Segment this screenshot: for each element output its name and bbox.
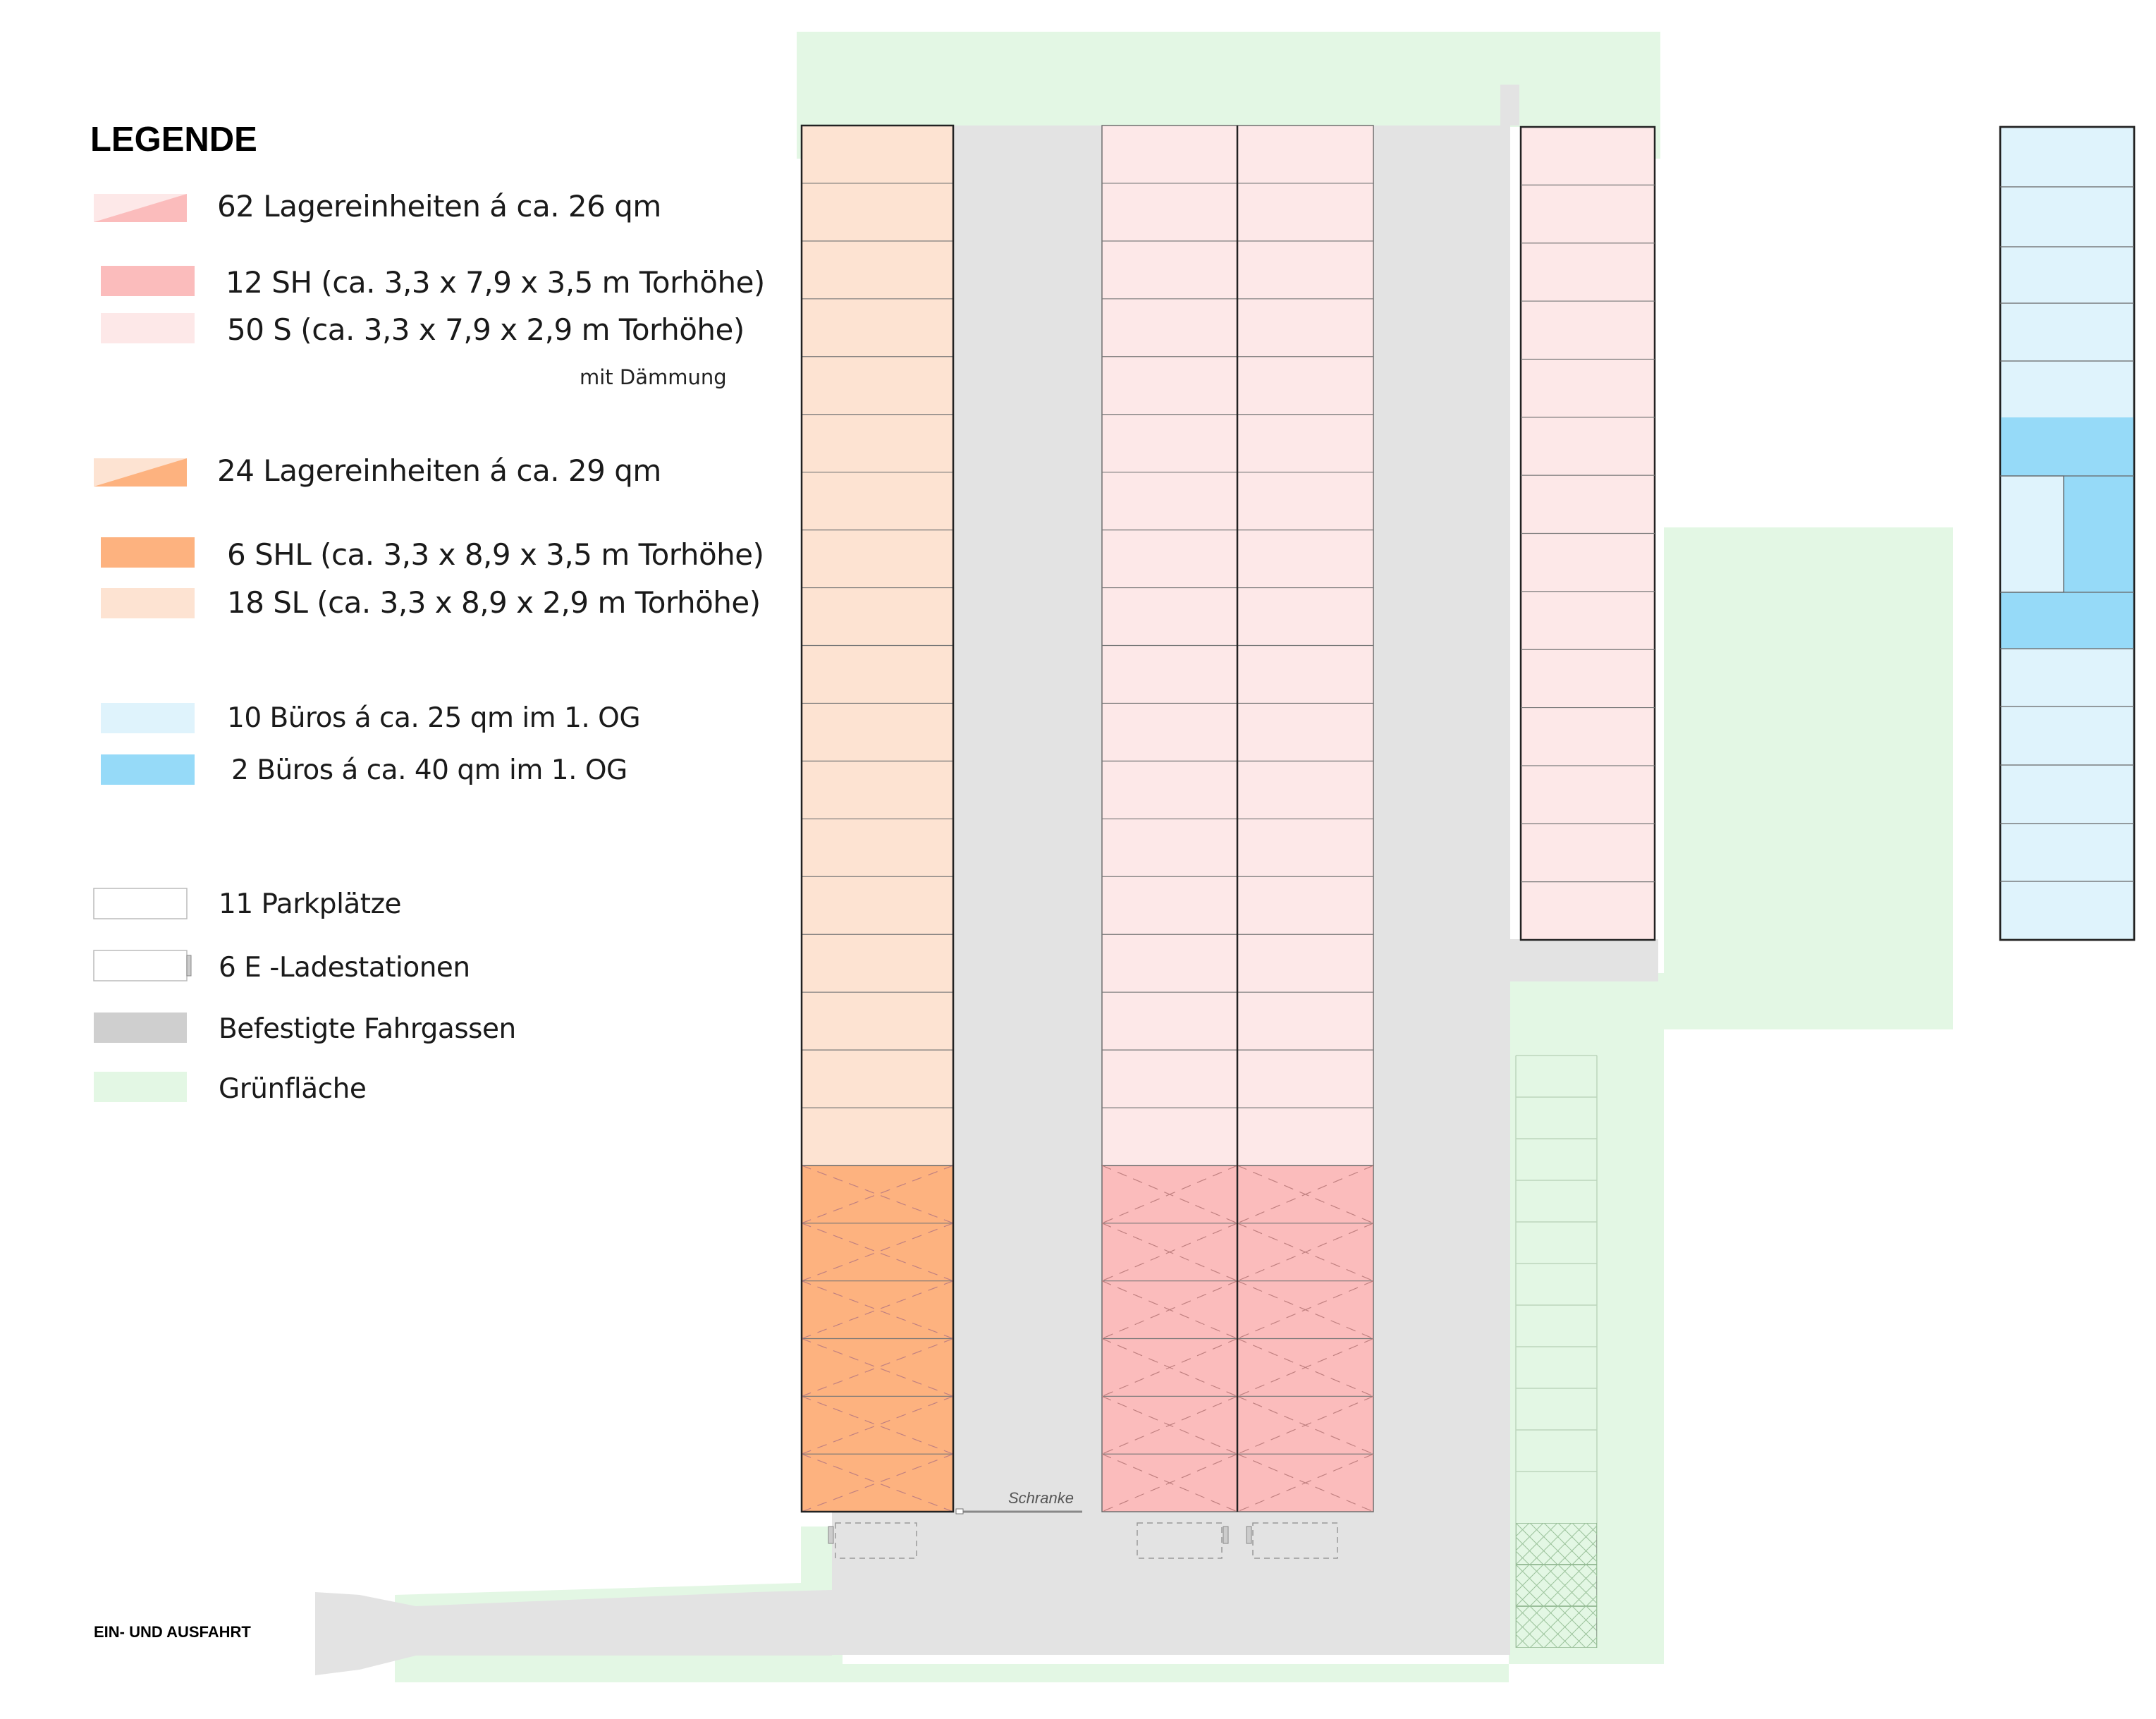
left-unit-dividers [801,183,954,1512]
legend-title: LEGENDE [90,121,257,159]
legend-offices-small: 10 Büros á ca. 25 qm im 1. OG [227,702,641,734]
charging-stations [828,1522,1338,1559]
ev-bay [1516,1605,1597,1648]
hatch-line [1572,1622,1597,1648]
unit-cross [1101,1395,1238,1455]
legend-offices-large: 2 Büros á ca. 40 qm im 1. OG [231,754,627,786]
barrier [955,1508,1082,1515]
hatch-line [1586,1553,1597,1565]
office-dividers [2000,186,2134,882]
parking-spaces [1515,1055,1598,1648]
legend-shl: 6 SHL (ca. 3,3 x 8,9 x 3,5 m Torhöhe) [227,537,764,572]
legend: LEGENDE 62 Lagereinheiten á ca. 26 qm 12… [0,0,776,1199]
unit-cross [1237,1165,1374,1224]
hatch-line [1586,1564,1597,1576]
unit-cross [1237,1395,1374,1455]
hatch-line [1586,1523,1597,1534]
ev-charging-bays [1516,1523,1597,1648]
unit-cross [1237,1280,1374,1340]
hatch-line [1586,1595,1597,1607]
legend-swatches [93,194,195,1102]
entrance-label: EIN- UND AUSFAHRT [94,1623,251,1641]
legend-charging: 6 E -Ladestationen [219,952,470,984]
legend-s: 50 S (ca. 3,3 x 7,9 x 2,9 m Torhöhe) [227,312,745,347]
legend-green: Grünfläche [219,1073,367,1105]
hatch-line [1586,1637,1597,1648]
hatch-line [1572,1539,1597,1565]
green-areas [395,32,1953,1682]
legend-sl: 18 SL (ca. 3,3 x 8,9 x 2,9 m Torhöhe) [227,585,761,620]
barrier-label: Schranke [1008,1489,1074,1507]
unit-cross [1237,1223,1374,1282]
right-unit-dividers [1521,184,1655,883]
hatch-line [1586,1605,1597,1617]
unit-cross [1101,1453,1238,1512]
legend-group-large: 24 Lagereinheiten á ca. 29 qm [217,453,661,488]
unit-cross [1101,1223,1238,1282]
unit-cross [1101,1338,1238,1397]
unit-cross [1101,1165,1238,1224]
unit-cross [1237,1338,1374,1397]
unit-cross [1101,1280,1238,1340]
paved-roads [315,85,1658,1675]
legend-group-small: 62 Lagereinheiten á ca. 26 qm [217,189,661,224]
legend-roads: Befestigte Fahrgassen [219,1013,516,1045]
legend-sh: 12 SH (ca. 3,3 x 7,9 x 3,5 m Torhöhe) [226,265,765,300]
legend-parking: 11 Parkplätze [219,888,402,920]
left-building-outline [800,124,955,1513]
legend-insulation-note: mit Dämmung [580,365,727,389]
hatch-line [1572,1581,1597,1607]
office-building [1999,126,2136,941]
unit-cross [1237,1453,1374,1512]
